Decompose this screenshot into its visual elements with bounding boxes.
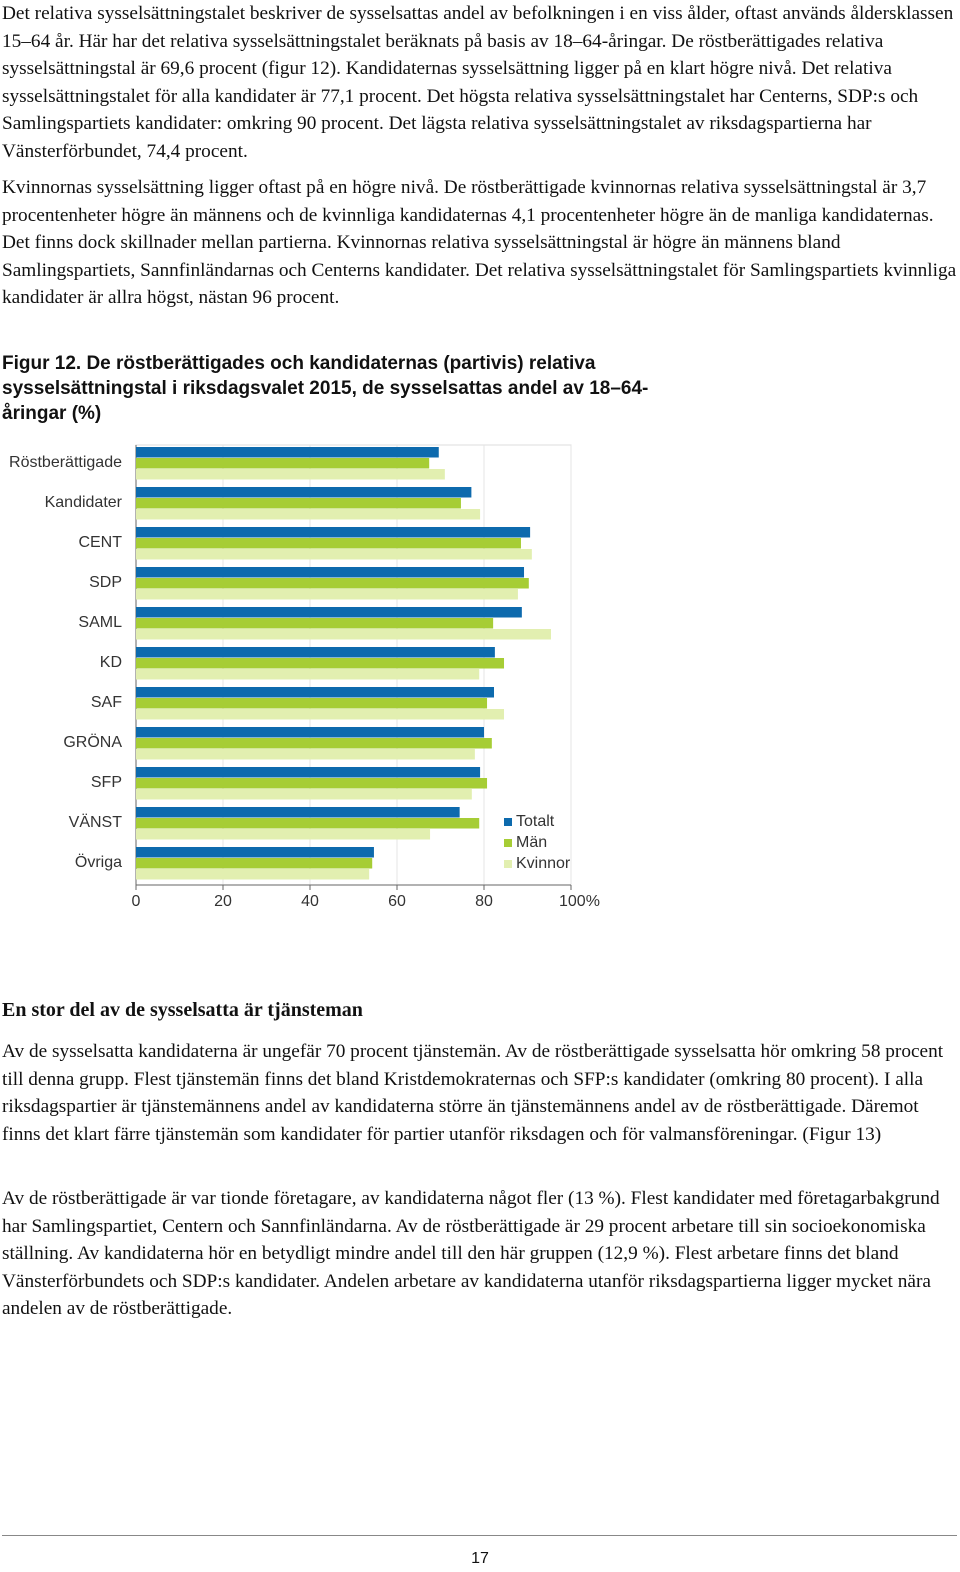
y-tick-label: Kandidater [45,494,123,511]
y-tick-label: CENT [78,534,122,551]
x-tick-label: 0 [132,893,141,910]
legend-label: Totalt [516,813,555,830]
y-tick-label: KD [100,654,122,671]
bar [136,669,480,680]
bar [136,527,531,538]
y-tick-label: SAF [91,694,122,711]
legend-swatch [504,860,512,868]
bar [136,807,460,818]
y-tick-label: VÄNST [69,813,123,831]
bar [136,778,488,789]
section-heading: En stor del av de sysselsatta är tjänste… [2,999,363,1021]
bar [136,818,480,829]
y-tick-label: SFP [91,774,122,791]
y-tick-label: SAML [78,614,122,631]
bar [136,498,461,509]
bar [136,538,521,549]
bar [136,589,518,600]
y-tick-label: Övriga [75,853,122,871]
bar [136,847,374,858]
bar [136,647,495,658]
bar [136,858,373,869]
bar [136,658,505,669]
bar [136,458,430,469]
paragraph: Av de röstberättigade är var tionde före… [2,1188,940,1319]
bar [136,447,439,458]
bar [136,469,445,480]
bar [136,727,484,738]
bar [136,487,472,498]
bar [136,869,370,880]
chart: 0 20 40 60 80 100% Röstberättigade Kandidater CE… [9,444,600,910]
bar [136,629,551,640]
bar [136,578,529,589]
bar [136,549,532,560]
y-tick-label: Röstberättigade [9,454,122,471]
bar [136,567,525,578]
bar [136,709,505,720]
page-number: 17 [471,1550,489,1567]
x-tick-label: 20 [214,893,232,910]
bar [136,509,481,520]
bar [136,789,472,800]
y-tick-label: GRÖNA [63,733,122,751]
x-tick-label: 60 [388,893,406,910]
footer-rule [2,1535,957,1536]
figure-caption: Figur 12. De röstberättigades och kandid… [2,353,649,424]
y-tick-label: SDP [89,574,122,591]
bar [136,618,494,629]
x-tick-label: 80 [475,893,493,910]
x-tick-label: 100% [559,893,600,910]
legend-swatch [504,839,512,847]
bar [136,749,475,760]
legend-label: Kvinnor [516,855,571,872]
legend-swatch [504,818,512,826]
paragraph: Kvinnornas sysselsättning ligger oftast … [2,177,957,308]
bar [136,607,522,618]
paragraph: Det relativa sysselsättningstalet beskri… [2,3,954,162]
bar [136,767,481,778]
bar [136,687,495,698]
bar [136,698,488,709]
x-tick-label: 40 [301,893,319,910]
paragraph: Av de sysselsatta kandidaterna är ungefä… [2,1041,944,1145]
bar [136,829,431,840]
legend-label: Män [516,834,547,851]
bar [136,738,492,749]
